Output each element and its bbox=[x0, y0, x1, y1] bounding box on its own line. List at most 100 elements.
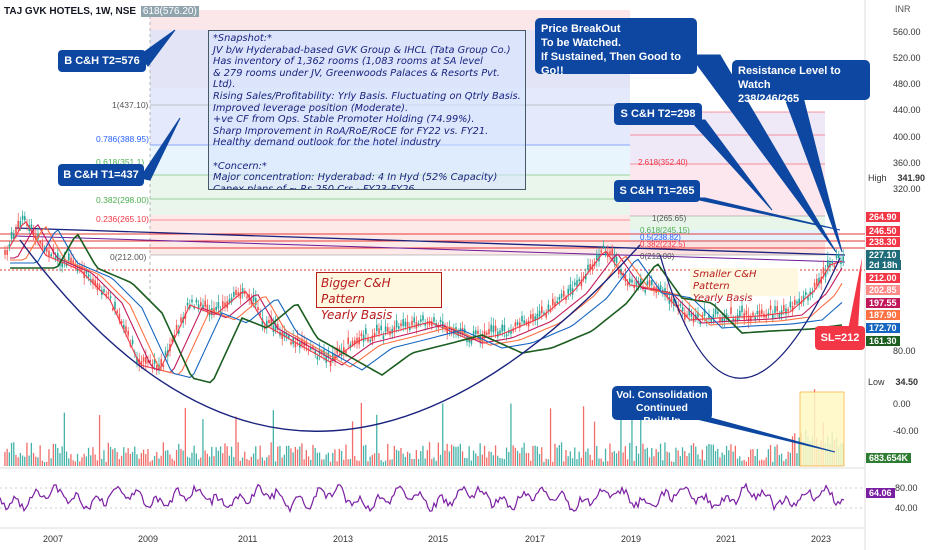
volume-bar bbox=[530, 460, 532, 466]
candle-body bbox=[596, 253, 598, 261]
volume-bar bbox=[602, 461, 604, 466]
volume-bar bbox=[703, 460, 706, 466]
inr-unit-label: INR bbox=[895, 4, 911, 14]
volume-bar bbox=[189, 457, 191, 466]
candle-body bbox=[490, 324, 492, 332]
candle-body bbox=[510, 330, 512, 334]
candle-body bbox=[347, 337, 349, 344]
volume-bar bbox=[714, 451, 717, 466]
candle-body bbox=[206, 304, 209, 312]
callout-stop-loss[interactable]: SL=212 bbox=[815, 326, 865, 350]
volume-bar bbox=[50, 458, 52, 466]
fib-left-label: 0.786(388.95) bbox=[96, 134, 149, 144]
volume-bar bbox=[629, 442, 631, 466]
callout-b-ch-t1[interactable]: B C&H T1=437 bbox=[58, 164, 144, 186]
volume-bar bbox=[717, 448, 719, 466]
candle-body bbox=[246, 296, 248, 299]
candle-body bbox=[697, 311, 699, 318]
candle-body bbox=[767, 312, 770, 316]
volume-bar bbox=[521, 447, 523, 466]
bigger-pattern-label[interactable]: Bigger C&H Pattern Yearly Basis bbox=[316, 272, 442, 322]
callout-breakout[interactable]: Price BreakOut To be Watched. If Sustain… bbox=[535, 18, 697, 77]
callout-b-ch-t2[interactable]: B C&H T2=576 bbox=[58, 50, 146, 72]
candle-body bbox=[816, 278, 818, 286]
volume-bar bbox=[244, 451, 246, 466]
volume-bar bbox=[580, 457, 582, 466]
candle-body bbox=[712, 314, 715, 320]
volume-bar bbox=[783, 461, 785, 466]
volume-bar bbox=[472, 450, 475, 466]
candle-body bbox=[721, 317, 723, 322]
candle-body bbox=[805, 292, 807, 295]
candle-body bbox=[50, 254, 52, 257]
volume-bar bbox=[470, 460, 472, 466]
price-marker: High 341.90 bbox=[862, 172, 929, 184]
candle-body bbox=[842, 256, 844, 262]
candle-body bbox=[283, 332, 286, 337]
snapshot-line bbox=[213, 149, 521, 161]
volume-bar bbox=[217, 450, 219, 466]
volume-bar bbox=[345, 444, 347, 466]
volume-bar bbox=[279, 445, 281, 466]
price-marker-value: 202.85 bbox=[866, 285, 900, 295]
volume-bar bbox=[314, 447, 316, 466]
candle-body bbox=[384, 326, 387, 332]
candle-body bbox=[257, 307, 259, 311]
snapshot-line: & 279 rooms under JV, Greenwoods Palaces… bbox=[213, 67, 500, 91]
price-marker-value: 683.654K bbox=[866, 453, 912, 463]
snapshot-note[interactable]: *Snapshot:* JV b/w Hyderabad-based GVK Gr… bbox=[208, 30, 526, 190]
callout-resistance[interactable]: Resistance Level to Watch 238/246/265 bbox=[732, 60, 870, 105]
candle-body bbox=[574, 282, 576, 286]
candle-body bbox=[776, 306, 778, 312]
volume-bar bbox=[138, 458, 140, 466]
volume-bar bbox=[391, 459, 393, 466]
candle-body bbox=[778, 313, 781, 318]
price-marker-tag: Low bbox=[868, 377, 885, 387]
volume-bar bbox=[255, 446, 257, 466]
volume-bar bbox=[772, 461, 774, 466]
volume-bar bbox=[114, 447, 116, 466]
candle-body bbox=[343, 347, 345, 355]
volume-bar bbox=[673, 461, 675, 466]
volume-bar bbox=[171, 458, 173, 466]
callout-s-ch-t1[interactable]: S C&H T1=265 bbox=[614, 180, 700, 202]
callout-s-ch-t2[interactable]: S C&H T2=298 bbox=[614, 103, 702, 125]
candle-body bbox=[565, 296, 567, 301]
symbol-title[interactable]: TAJ GVK HOTELS, 1W, NSE bbox=[4, 6, 137, 17]
volume-bar bbox=[622, 452, 624, 466]
volume-bar bbox=[538, 453, 541, 466]
callout-volume[interactable]: Vol. Consolidation Continued BuiltUp bbox=[612, 386, 712, 427]
snapshot-line: JV b/w Hyderabad-based GVK Group & IHCL … bbox=[213, 44, 511, 56]
volume-bar bbox=[651, 447, 653, 466]
candle-body bbox=[576, 280, 578, 287]
price-tick-label: 520.00 bbox=[893, 53, 921, 63]
volume-bar bbox=[785, 458, 787, 466]
smaller-pattern-label[interactable]: Smaller C&H Pattern Yearly Basis bbox=[690, 268, 798, 304]
candle-body bbox=[710, 319, 712, 322]
volume-bar bbox=[712, 444, 714, 466]
candle-body bbox=[404, 321, 407, 327]
volume-bar bbox=[112, 449, 114, 466]
big-cup-arc bbox=[19, 239, 641, 432]
candle-body bbox=[833, 265, 836, 268]
volume-bar bbox=[129, 454, 131, 466]
candle-body bbox=[46, 247, 48, 252]
volume-bar bbox=[182, 450, 184, 466]
volume-bar bbox=[28, 455, 30, 466]
volume-bar bbox=[732, 451, 734, 466]
volume-bar bbox=[679, 456, 681, 466]
volume-bar bbox=[552, 461, 554, 466]
volume-bar bbox=[48, 449, 50, 466]
candle-body bbox=[622, 272, 624, 276]
time-tick-label: 2017 bbox=[525, 534, 546, 544]
candle-body bbox=[651, 280, 653, 286]
volume-bar bbox=[613, 451, 615, 466]
candle-body bbox=[259, 313, 261, 316]
volume-bar bbox=[571, 458, 574, 466]
volume-bar bbox=[684, 451, 686, 466]
volume-bar bbox=[219, 446, 222, 466]
volume-bar bbox=[349, 458, 351, 466]
volume-bar bbox=[761, 459, 763, 466]
candle-body bbox=[783, 305, 785, 311]
